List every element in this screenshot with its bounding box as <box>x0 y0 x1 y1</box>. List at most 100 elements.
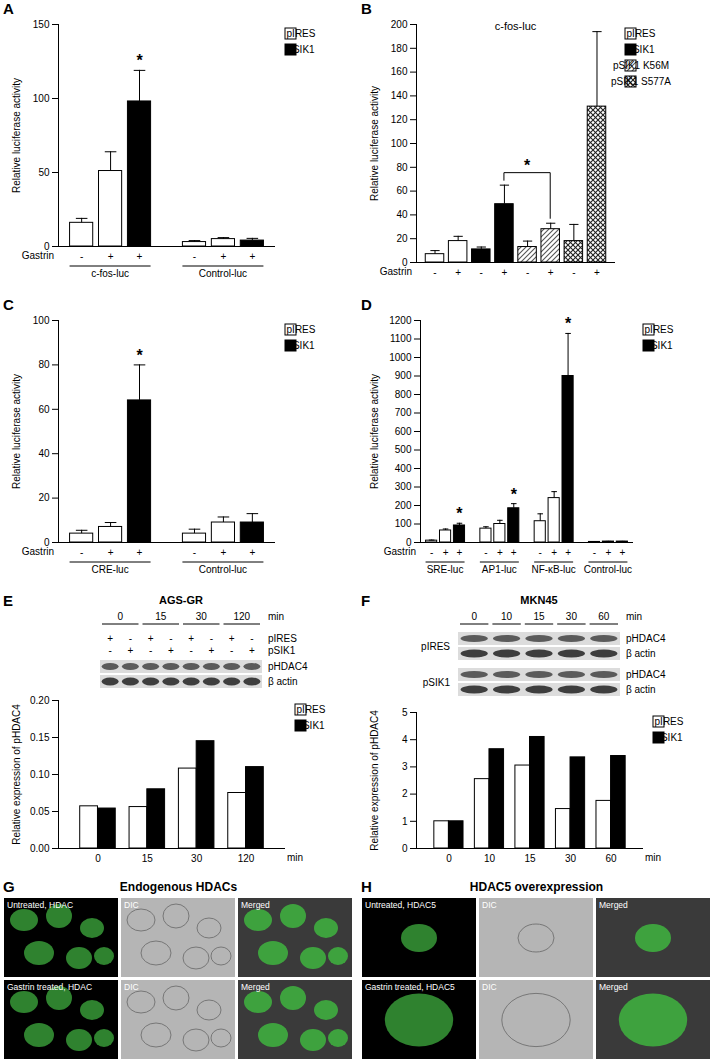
svg-text:Untreated, HDAC: Untreated, HDAC <box>7 900 73 910</box>
svg-text:MKN45: MKN45 <box>520 594 557 606</box>
svg-text:100: 100 <box>395 518 412 529</box>
svg-text:5: 5 <box>402 707 408 718</box>
svg-text:pHDAC4: pHDAC4 <box>626 669 666 680</box>
svg-text:pSIK1 K56M: pSIK1 K56M <box>613 60 669 71</box>
svg-text:3: 3 <box>402 761 408 772</box>
svg-text:400: 400 <box>395 463 412 474</box>
svg-text:Relative luciferase activity: Relative luciferase activity <box>369 374 380 489</box>
svg-text:0: 0 <box>471 611 477 622</box>
svg-text:+: + <box>108 251 114 262</box>
svg-text:800: 800 <box>395 389 412 400</box>
svg-text:β actin: β actin <box>268 676 298 687</box>
svg-text:pIRES: pIRES <box>268 633 297 644</box>
svg-text:0.05: 0.05 <box>30 806 50 817</box>
svg-text:+: + <box>208 645 214 656</box>
svg-text:900: 900 <box>395 370 412 381</box>
svg-text:15: 15 <box>533 611 545 622</box>
svg-text:pSIK1: pSIK1 <box>423 677 451 688</box>
svg-text:15: 15 <box>524 853 536 864</box>
svg-text:-: - <box>430 547 433 558</box>
svg-text:AP1-luc: AP1-luc <box>482 564 517 575</box>
svg-text:15: 15 <box>155 611 167 622</box>
svg-text:1200: 1200 <box>389 315 412 326</box>
svg-text:+: + <box>502 267 508 278</box>
svg-text:Gastrin treated, HDAC5: Gastrin treated, HDAC5 <box>365 982 455 992</box>
svg-text:-: - <box>193 251 196 262</box>
svg-text:-: - <box>539 547 542 558</box>
svg-text:+: + <box>551 547 557 558</box>
svg-text:pIRES: pIRES <box>645 324 674 335</box>
svg-text:+: + <box>108 547 114 558</box>
svg-text:30: 30 <box>566 611 578 622</box>
svg-text:Relative luciferase activity: Relative luciferase activity <box>369 86 380 201</box>
svg-text:10: 10 <box>484 853 496 864</box>
svg-text:100: 100 <box>391 138 408 149</box>
svg-text:pIRES: pIRES <box>421 641 450 652</box>
svg-text:Merged: Merged <box>241 982 270 992</box>
svg-text:4: 4 <box>402 734 408 745</box>
svg-text:120: 120 <box>238 853 255 864</box>
svg-text:0.15: 0.15 <box>30 732 50 743</box>
svg-text:60: 60 <box>598 611 610 622</box>
svg-text:20: 20 <box>396 233 408 244</box>
svg-text:SRE-luc: SRE-luc <box>427 564 464 575</box>
svg-text:0: 0 <box>117 611 123 622</box>
svg-text:β actin: β actin <box>626 684 656 695</box>
svg-text:CRE-luc: CRE-luc <box>91 564 128 575</box>
svg-text:pSIK1: pSIK1 <box>268 645 296 656</box>
svg-text:Merged: Merged <box>599 982 628 992</box>
svg-text:-: - <box>526 267 529 278</box>
svg-text:150: 150 <box>33 19 50 30</box>
svg-text:140: 140 <box>391 90 408 101</box>
svg-text:DIC: DIC <box>482 900 497 910</box>
svg-text:30: 30 <box>565 853 577 864</box>
svg-text:10: 10 <box>501 611 513 622</box>
svg-text:+: + <box>443 547 449 558</box>
svg-text:*: * <box>511 486 518 503</box>
svg-text:0.00: 0.00 <box>30 843 50 854</box>
svg-text:NF-κB-luc: NF-κB-luc <box>531 564 575 575</box>
svg-text:-: - <box>189 645 192 656</box>
svg-text:pSIK1: pSIK1 <box>287 44 315 55</box>
svg-text:pSIK1 S577A: pSIK1 S577A <box>611 76 671 87</box>
svg-text:+: + <box>220 251 226 262</box>
svg-text:0.10: 0.10 <box>30 769 50 780</box>
svg-text:Gastrin: Gastrin <box>22 250 54 261</box>
svg-text:pHDAC4: pHDAC4 <box>268 661 308 672</box>
svg-text:Relative luciferase activity: Relative luciferase activity <box>11 374 22 489</box>
svg-text:0: 0 <box>402 843 408 854</box>
svg-text:pHDAC4: pHDAC4 <box>626 633 666 644</box>
svg-text:min: min <box>287 852 303 863</box>
svg-text:HDAC5 overexpression: HDAC5 overexpression <box>470 880 603 894</box>
svg-text:Gastrin: Gastrin <box>22 546 54 557</box>
svg-text:2: 2 <box>402 788 408 799</box>
svg-text:*: * <box>456 505 463 522</box>
svg-text:Relative luciferase activity: Relative luciferase activity <box>11 78 22 193</box>
svg-text:Relative expression of pHDAC4: Relative expression of pHDAC4 <box>11 704 22 845</box>
svg-text:-: - <box>129 633 132 644</box>
svg-text:*: * <box>136 347 143 364</box>
svg-text:c-fos-luc: c-fos-luc <box>91 268 129 279</box>
svg-text:Control-luc: Control-luc <box>199 564 247 575</box>
svg-text:+: + <box>565 547 571 558</box>
svg-text:40: 40 <box>38 448 50 459</box>
svg-text:+: + <box>168 645 174 656</box>
svg-text:pIRES: pIRES <box>627 28 656 39</box>
svg-text:-: - <box>484 547 487 558</box>
svg-text:pIRES: pIRES <box>297 704 326 715</box>
svg-text:+: + <box>457 547 463 558</box>
svg-text:DIC: DIC <box>482 982 497 992</box>
svg-text:+: + <box>127 645 133 656</box>
svg-text:30: 30 <box>191 853 203 864</box>
svg-text:pIRES: pIRES <box>655 716 684 727</box>
svg-text:+: + <box>511 547 517 558</box>
svg-text:min: min <box>268 611 284 622</box>
svg-text:DIC: DIC <box>124 982 139 992</box>
svg-text:80: 80 <box>396 162 408 173</box>
svg-text:*: * <box>565 315 572 332</box>
svg-text:AGS-GR: AGS-GR <box>159 594 203 606</box>
svg-text:+: + <box>137 251 143 262</box>
svg-text:-: - <box>572 267 575 278</box>
svg-text:+: + <box>148 633 154 644</box>
svg-text:200: 200 <box>395 500 412 511</box>
